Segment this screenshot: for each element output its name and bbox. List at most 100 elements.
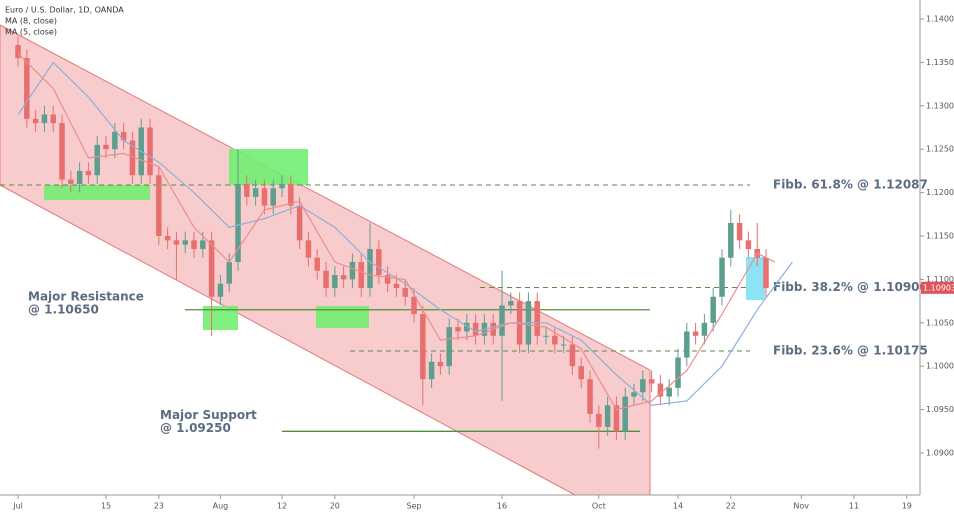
candle-body [648,379,655,384]
x-tick-label: Jul [12,502,23,511]
fib-label: Fibb. 61.8% @ 1.12087 [773,178,928,192]
candle-body [428,361,435,380]
candle-body [332,275,338,289]
fib-label: Fibb. 23.6% @ 1.10175 [773,344,928,358]
candle-body [235,183,241,263]
candle-body [692,331,699,336]
level-label: @ 1.10650 [28,302,99,316]
candle-body [24,58,30,119]
candle-body [534,301,540,336]
candle-body [552,335,558,345]
candle-body [112,131,118,150]
candle-body [182,240,188,245]
candle-body [384,275,391,284]
zone-box [316,306,369,328]
candle-body [41,114,48,124]
x-tick-label: Nov [793,502,809,511]
candle-body [455,327,461,332]
candle-body [745,240,752,250]
candle-body [675,357,681,388]
candle-body [604,405,611,427]
y-tick-label: 1.14000 [926,15,954,24]
candle-body [76,170,83,184]
candle-body [164,235,171,241]
chart-title: Euro / U.S. Dollar, 1D, OANDA [5,6,124,15]
candle-body [340,275,347,280]
level-label: Major Support [160,408,257,422]
candle-body [666,387,672,397]
candle-body [640,379,646,393]
x-tick-label: 16 [497,502,507,511]
candle-body [50,114,56,124]
trend-channel [0,24,651,496]
candle-body [710,296,716,323]
candle-body [32,118,39,124]
x-tick-label: 22 [726,502,736,511]
candle-body [613,405,620,432]
y-tick-label: 1.09500 [926,405,954,414]
ma-line [17,53,776,411]
price-tag [921,281,954,294]
y-tick-label: 1.11000 [926,275,954,284]
candle-body [358,262,364,289]
candle-body [288,183,294,206]
candle-body [270,188,276,206]
legend-entry: MA (8, close) [5,17,57,26]
candle-body [596,413,602,427]
candle-body [59,123,65,180]
level-label: @ 1.09250 [160,421,231,435]
level-label: Major Resistance [28,289,144,303]
x-tick-label: 23 [154,502,164,511]
candle-body [244,183,250,197]
candle-body [147,127,153,176]
legend-entry: MA (5, close) [5,28,57,37]
candle-body [763,257,769,289]
candle-body [156,175,162,236]
candle-body [446,327,452,367]
candle-body [437,361,444,367]
y-tick-label: 1.12500 [926,145,954,154]
candle-body [508,301,514,306]
y-tick-label: 1.10000 [926,362,954,371]
candle-body [472,322,479,336]
candle-body [684,331,690,358]
x-tick-label: 11 [849,502,859,511]
candle-body [217,283,224,297]
candle-body [252,188,259,197]
candle-body [367,249,373,289]
candle-body [411,296,417,315]
y-tick-label: 1.12000 [926,188,954,197]
x-tick-label: Aug [213,502,229,511]
zone-box [44,185,150,200]
candle-body [129,140,136,176]
candle-body [499,305,505,336]
candle-body [736,222,743,241]
x-tick-label: 19 [902,502,912,511]
price-tag-label: 1.10903 [923,283,954,292]
x-tick-label: 14 [673,502,683,511]
y-tick-label: 1.13500 [926,58,954,67]
candle-body [631,392,637,397]
candle-body [587,379,593,414]
zone-box [229,149,308,185]
candle-body [94,144,100,176]
x-tick-label: 15 [101,502,111,511]
candle-body [719,257,725,297]
y-tick-label: 1.09000 [926,448,954,457]
candle-body [85,170,92,176]
candle-body [393,283,400,289]
candle-body [314,257,320,271]
candle-body [464,322,470,332]
candle-body [657,383,664,397]
fib-label: Fibb. 38.2% @ 1.10906 [773,280,928,294]
y-tick-label: 1.13000 [926,101,954,110]
candle-body [323,270,329,289]
candle-body [728,222,734,258]
candle-body [701,322,708,336]
candle-body [622,396,628,432]
candle-body [376,249,382,276]
ma-line [17,61,793,406]
candle-body [15,45,21,59]
y-tick-label: 1.11500 [926,231,954,240]
